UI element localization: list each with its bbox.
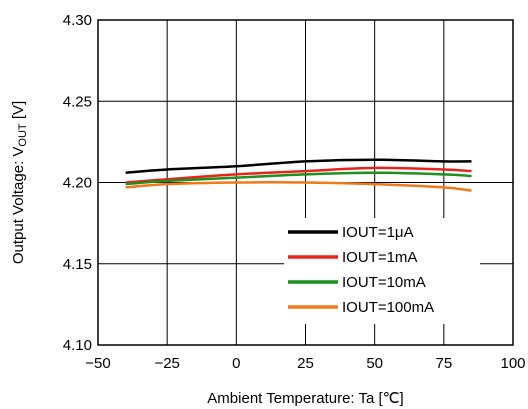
y-tick-labels: 4.10 4.15 4.20 4.25 4.30 [63,12,92,354]
legend-label-3: IOUT=10mA [342,274,426,291]
y-axis-label: Output Voltage: VOUT [V] [10,101,29,264]
series-line-2 [125,166,472,184]
legend-label-2: IOUT=1mA [342,249,417,266]
x-tick-label: 100 [500,355,525,372]
series-line-4 [125,181,472,192]
legend-label-1: IOUT=1μA [342,224,414,241]
series-line-1 [125,158,472,174]
y-tick-label: 4.25 [63,93,92,110]
x-tick-labels: −50 −25 0 25 50 75 100 [85,355,525,372]
y-tick-label: 4.20 [63,175,92,192]
series-group [125,158,472,192]
x-tick-label: 25 [297,355,314,372]
x-tick-label: 50 [366,355,383,372]
x-axis-label: Ambient Temperature: Ta [℃] [207,390,403,407]
x-tick-label: −50 [85,355,110,372]
series-line-3 [125,171,472,186]
x-tick-label: −25 [154,355,179,372]
x-tick-label: 0 [232,355,240,372]
y-tick-label: 4.30 [63,12,92,29]
legend: IOUT=1μA IOUT=1mA IOUT=10mA IOUT=100mA [284,218,480,324]
y-tick-label: 4.10 [63,337,92,354]
legend-label-4: IOUT=100mA [342,299,434,316]
x-tick-label: 75 [435,355,452,372]
plot-frame [97,19,514,346]
y-tick-label: 4.15 [63,256,92,273]
